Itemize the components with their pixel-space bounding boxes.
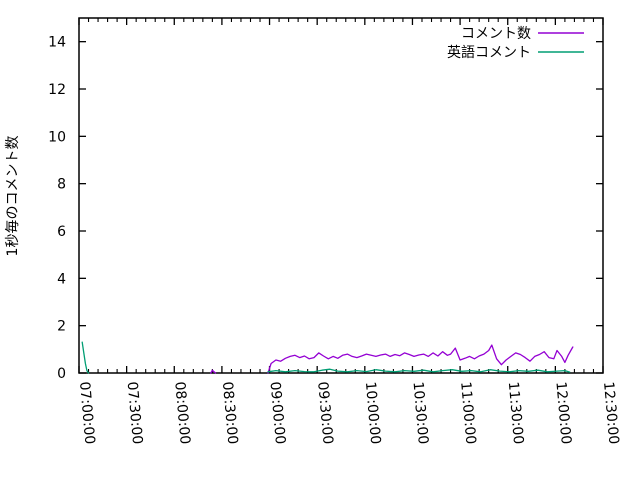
y-tick-label: 12 [48,82,66,98]
x-tick-label: 08:00:00 [171,381,192,445]
x-tick-label: 11:30:00 [505,381,526,445]
x-axis-major-ticks [78,18,604,373]
plot-border [78,17,604,374]
x-tick-label: 09:00:00 [267,381,288,445]
y-axis-tick-labels: 0 2 4 6 8 10 12 14 [48,35,66,382]
legend-label: 英語コメント [447,44,531,61]
y-tick-label: 6 [57,224,66,240]
x-tick-label: 10:00:00 [362,381,383,445]
x-tick-label: 07:00:00 [76,381,97,445]
y-tick-label: 2 [57,319,66,335]
series-line-english-comments [81,341,90,374]
x-tick-label: 09:30:00 [314,381,335,445]
series-line-comments [210,369,217,374]
x-axis-minor-ticks [87,18,595,373]
y-axis-ticks [79,41,603,374]
series-line-comments [267,344,574,374]
y-tick-label: 0 [57,366,66,382]
x-axis-tick-labels: 07:00:00 07:30:00 08:00:00 08:30:00 09:00:00… [76,381,621,445]
data-series-lines [81,341,574,374]
y-tick-label: 8 [57,177,66,193]
plot-border-rect [78,17,604,374]
legend-label: コメント数 [461,26,531,42]
x-tick-label: 07:30:00 [124,381,145,445]
y-tick-label: 14 [48,35,66,51]
y-axis-title: 1秒毎のコメント数 [5,136,21,257]
x-tick-label: 08:30:00 [219,381,240,445]
x-tick-label: 12:00:00 [552,381,573,445]
series-line-english-comments [267,368,571,373]
x-tick-label: 10:30:00 [409,381,430,445]
x-tick-label: 11:00:00 [457,381,478,445]
y-tick-label: 10 [48,129,66,145]
y-tick-label: 4 [57,271,66,287]
x-tick-label: 12:30:00 [600,381,621,445]
